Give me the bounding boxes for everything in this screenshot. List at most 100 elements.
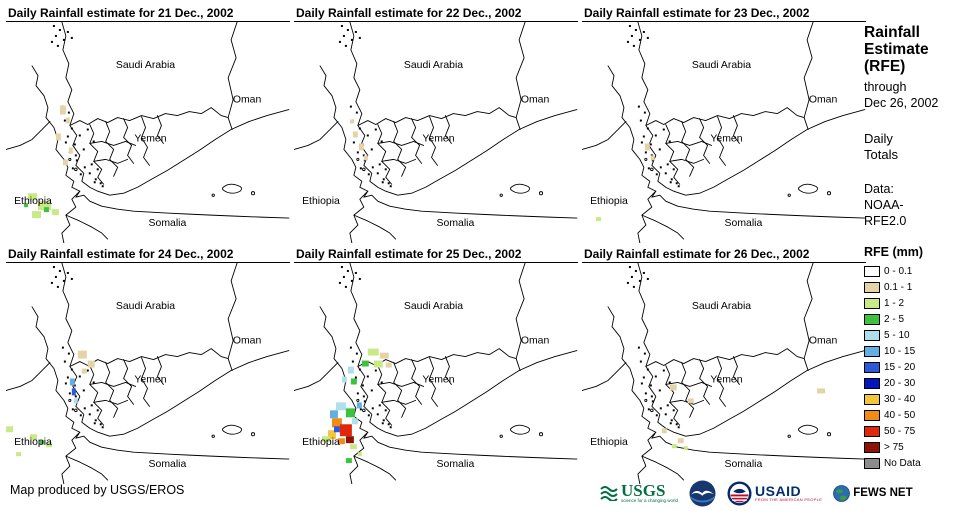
rainfall-patch-orange (337, 438, 345, 445)
map-attribution: Map produced by USGS/EROS (10, 483, 185, 497)
map-label-saudi-arabia: Saudi Arabia (404, 301, 463, 312)
rainfall-patch-skyblue (69, 378, 75, 386)
rainfall-patch-tan (817, 388, 826, 394)
rainfall-patch-tan (62, 159, 68, 166)
rainfall-patch-tan (55, 133, 61, 141)
rainfall-patch-lightgreen (16, 452, 22, 457)
legend-item: 15 - 20 (864, 359, 964, 375)
rainfall-patch-darkred (345, 436, 354, 444)
legend-swatch (864, 361, 880, 373)
map-label-oman: Oman (233, 95, 262, 106)
rainfall-patch-lightgreen (367, 348, 379, 356)
rainfall-patch-tan (669, 384, 677, 391)
map-canvas: Saudi Arabia Oman Yemen Ethiopia Somalia (582, 263, 866, 484)
rainfall-patch-skyblue (329, 410, 338, 419)
rainfall-patch-tan (677, 438, 684, 444)
legend-item: No Data (864, 455, 964, 471)
rainfall-patch-lightgreen (373, 360, 383, 368)
rainfall-patch-lightgreen (45, 442, 52, 448)
noaa-logo (689, 480, 716, 507)
map-label-oman: Oman (809, 95, 838, 106)
rainfall-patch-tan (661, 428, 667, 434)
legend-swatch (864, 393, 880, 405)
map-label-yemen: Yemen (422, 374, 454, 385)
map-label-saudi-arabia: Saudi Arabia (404, 60, 463, 71)
map-label-yemen: Yemen (710, 374, 742, 385)
sidebar: Rainfall Estimate (RFE) through Dec 26, … (864, 24, 964, 471)
rainfall-patch-cyan (351, 418, 358, 425)
sidebar-data-source: Data: NOAA- RFE2.0 (864, 182, 907, 228)
map-label-yemen: Yemen (710, 133, 742, 144)
rainfall-patch-blue (71, 388, 76, 396)
legend-swatch (864, 457, 880, 469)
map-panel-5: Daily Rainfall estimate for 25 Dec., 200… (294, 247, 578, 486)
legend-label: 0.1 - 1 (884, 281, 913, 293)
globe-icon (833, 484, 851, 502)
rainfall-patch-lightgreen (683, 446, 688, 451)
footer: Map produced by USGS/EROS (10, 483, 184, 497)
panel-title: Daily Rainfall estimate for 26 Dec., 200… (582, 247, 866, 263)
legend-label: 40 - 50 (884, 409, 916, 421)
legend-label: > 75 (884, 441, 904, 453)
rainfall-patch-cyan (73, 398, 78, 404)
usgs-tagline: science for a changing world (621, 498, 679, 503)
rainfall-patch-green (43, 207, 49, 213)
rainfall-patch-tan (81, 368, 87, 374)
legend-swatch (864, 281, 880, 293)
map-label-saudi-arabia: Saudi Arabia (116, 301, 175, 312)
rainfall-patch-green (361, 360, 369, 367)
rainfall-patch-tan (650, 155, 655, 161)
rainfall-patch-tan (644, 143, 650, 151)
legend-swatch (864, 409, 880, 421)
legend-label: 10 - 15 (884, 345, 916, 357)
panel-title: Daily Rainfall estimate for 24 Dec., 200… (6, 247, 290, 263)
map-grid: Daily Rainfall estimate for 21 Dec., 200… (6, 6, 866, 486)
legend-item: 30 - 40 (864, 391, 964, 407)
rainfall-patch-cyan (341, 376, 347, 383)
map-canvas: Saudi Arabia Oman Yemen Ethiopia Somalia (582, 22, 866, 243)
map-panel-3: Daily Rainfall estimate for 23 Dec., 200… (582, 6, 866, 245)
rainfall-patch-tan (358, 143, 364, 151)
map-label-ethiopia: Ethiopia (14, 196, 52, 207)
usgs-wordmark: USGS (621, 481, 666, 500)
legend-item: 1 - 2 (864, 295, 964, 311)
rainfall-patch-green (345, 458, 352, 464)
rainfall-patch-tan (65, 117, 70, 124)
map-label-saudi-arabia: Saudi Arabia (116, 60, 175, 71)
rainfall-patch-green (24, 203, 29, 208)
panel-title: Daily Rainfall estimate for 23 Dec., 200… (582, 6, 866, 22)
panel-title: Daily Rainfall estimate for 21 Dec., 200… (6, 6, 290, 22)
usaid-logo: USAID FROM THE AMERICAN PEOPLE (727, 480, 823, 506)
fewsnet-logo: FEWS NET (833, 484, 913, 502)
usgs-logo: USGS science for a changing world (600, 481, 679, 503)
legend-title: RFE (mm) (864, 245, 924, 259)
map-label-ethiopia: Ethiopia (14, 437, 52, 448)
map-label-ethiopia: Ethiopia (590, 437, 628, 448)
rainfall-patch-lightgreen (6, 426, 14, 433)
map-label-somalia: Somalia (437, 218, 475, 229)
map-label-yemen: Yemen (134, 133, 166, 144)
rainfall-patch-gold (327, 430, 336, 440)
map-label-oman: Oman (809, 336, 838, 347)
map-label-oman: Oman (521, 95, 550, 106)
legend-swatch (864, 441, 880, 453)
map-canvas: Saudi Arabia Oman Yemen Ethiopia Somalia (294, 263, 578, 484)
legend-swatch (864, 265, 880, 277)
rainfall-patch-tan (77, 350, 87, 359)
legend: RFE (mm) 0 - 0.1 0.1 - 1 1 - 2 2 - 5 5 - 10 1… (864, 245, 964, 471)
rainfall-patch-lightgreen (349, 444, 357, 450)
rainfall-patch-lightgreen (30, 434, 38, 441)
legend-swatch (864, 377, 880, 389)
rainfall-patch-lightgreen (51, 209, 59, 216)
map-panel-1: Daily Rainfall estimate for 21 Dec., 200… (6, 6, 290, 245)
map-label-saudi-arabia: Saudi Arabia (692, 301, 751, 312)
legend-swatch (864, 297, 880, 309)
map-canvas: Saudi Arabia Oman Yemen Ethiopia Somalia (294, 22, 578, 243)
legend-item: 2 - 5 (864, 311, 964, 327)
map-canvas: Saudi Arabia Oman Yemen Ethiopia Somalia (6, 263, 290, 484)
legend-label: 15 - 20 (884, 361, 916, 373)
rainfall-patch-lightgreen (357, 452, 362, 457)
legend-item: 0 - 0.1 (864, 263, 964, 279)
usaid-tagline: FROM THE AMERICAN PEOPLE (755, 496, 823, 502)
map-panel-4: Daily Rainfall estimate for 24 Dec., 200… (6, 247, 290, 486)
